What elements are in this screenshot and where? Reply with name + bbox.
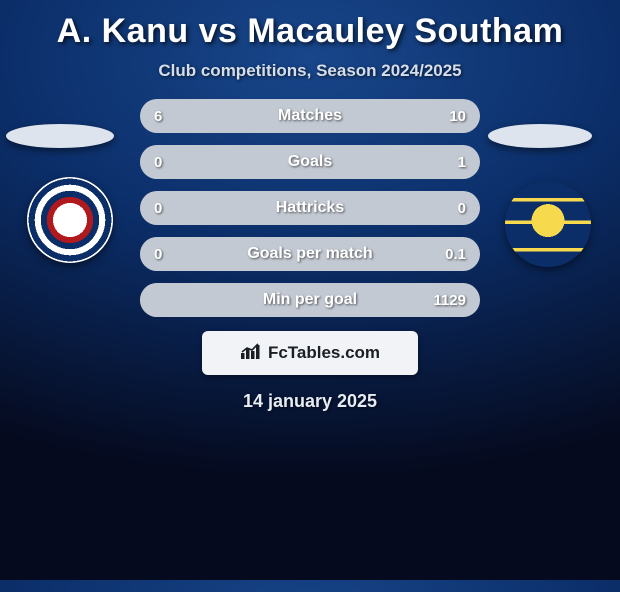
stat-label: Hattricks (140, 191, 480, 225)
stat-value-left: 6 (154, 99, 162, 133)
brand-text: FcTables.com (268, 343, 380, 363)
stat-row: Hattricks0 0 (140, 191, 480, 225)
stat-value-left: 0 (154, 145, 162, 179)
stat-value-right: 0 (458, 191, 466, 225)
stat-label: Goals (140, 145, 480, 179)
brand-box: FcTables.com (202, 331, 418, 375)
subtitle: Club competitions, Season 2024/2025 (0, 61, 620, 81)
comparison-bars: Matches610Goals01Hattricks00Goals per ma… (140, 99, 480, 317)
stat-value-right: 1129 (433, 283, 466, 317)
stat-value-right: 0.1 (445, 237, 466, 271)
player-silhouette-right (488, 124, 592, 148)
club-badge-left (27, 177, 113, 263)
stat-row: Goals0 1 (140, 145, 480, 179)
footer-date: 14 january 2025 (0, 391, 620, 412)
stat-row: Goals per match0 0.1 (140, 237, 480, 271)
stat-label: Matches (140, 99, 480, 133)
stat-value-left: 0 (154, 191, 162, 225)
stat-label: Min per goal (140, 283, 480, 317)
stat-value-left: 0 (154, 237, 162, 271)
stat-value-right: 1 (458, 145, 466, 179)
stat-row: Matches6 10 (140, 99, 480, 133)
stat-row: Min per goal1129 (140, 283, 480, 317)
club-badge-right (505, 181, 591, 267)
brand-chart-icon (240, 342, 262, 365)
player-silhouette-left (6, 124, 114, 148)
page-title: A. Kanu vs Macauley Southam (0, 12, 620, 51)
content-area: Matches610Goals01Hattricks00Goals per ma… (0, 99, 620, 412)
stat-label: Goals per match (140, 237, 480, 271)
stat-value-right: 10 (449, 99, 466, 133)
